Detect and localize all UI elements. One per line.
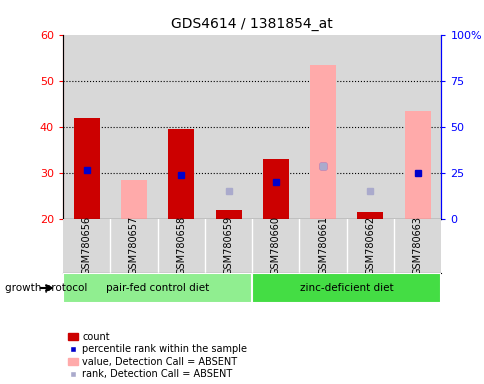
Text: GSM780660: GSM780660: [270, 216, 280, 275]
Bar: [346, 219, 393, 273]
Text: pair-fed control diet: pair-fed control diet: [106, 283, 209, 293]
Bar: [404, 111, 430, 219]
Bar: [252, 273, 440, 303]
Text: GSM780656: GSM780656: [81, 216, 91, 275]
Text: GSM780663: GSM780663: [412, 216, 422, 275]
Text: GSM780662: GSM780662: [364, 216, 375, 275]
Bar: [299, 219, 346, 273]
Bar: [63, 35, 110, 219]
Bar: [63, 219, 110, 273]
Text: GSM780659: GSM780659: [223, 216, 233, 275]
Bar: [121, 180, 147, 219]
Bar: [168, 129, 194, 219]
Title: GDS4614 / 1381854_at: GDS4614 / 1381854_at: [171, 17, 333, 31]
Bar: [215, 210, 241, 219]
Bar: [63, 273, 252, 303]
Bar: [262, 159, 288, 219]
Bar: [110, 35, 157, 219]
Bar: [74, 118, 100, 219]
Legend: count, percentile rank within the sample, value, Detection Call = ABSENT, rank, : count, percentile rank within the sample…: [68, 332, 247, 379]
Bar: [204, 35, 252, 219]
Bar: [157, 219, 204, 273]
Bar: [157, 35, 204, 219]
Text: GSM780657: GSM780657: [129, 216, 139, 275]
Bar: [357, 212, 383, 219]
Bar: [393, 219, 440, 273]
Text: GSM780658: GSM780658: [176, 216, 186, 275]
Bar: [252, 219, 299, 273]
Bar: [204, 219, 252, 273]
Text: GSM780661: GSM780661: [318, 216, 328, 275]
Text: growth protocol: growth protocol: [5, 283, 87, 293]
Bar: [252, 35, 299, 219]
Bar: [393, 35, 440, 219]
Bar: [346, 35, 393, 219]
Bar: [299, 35, 346, 219]
Bar: [309, 65, 335, 219]
Text: zinc-deficient diet: zinc-deficient diet: [299, 283, 393, 293]
Bar: [110, 219, 157, 273]
